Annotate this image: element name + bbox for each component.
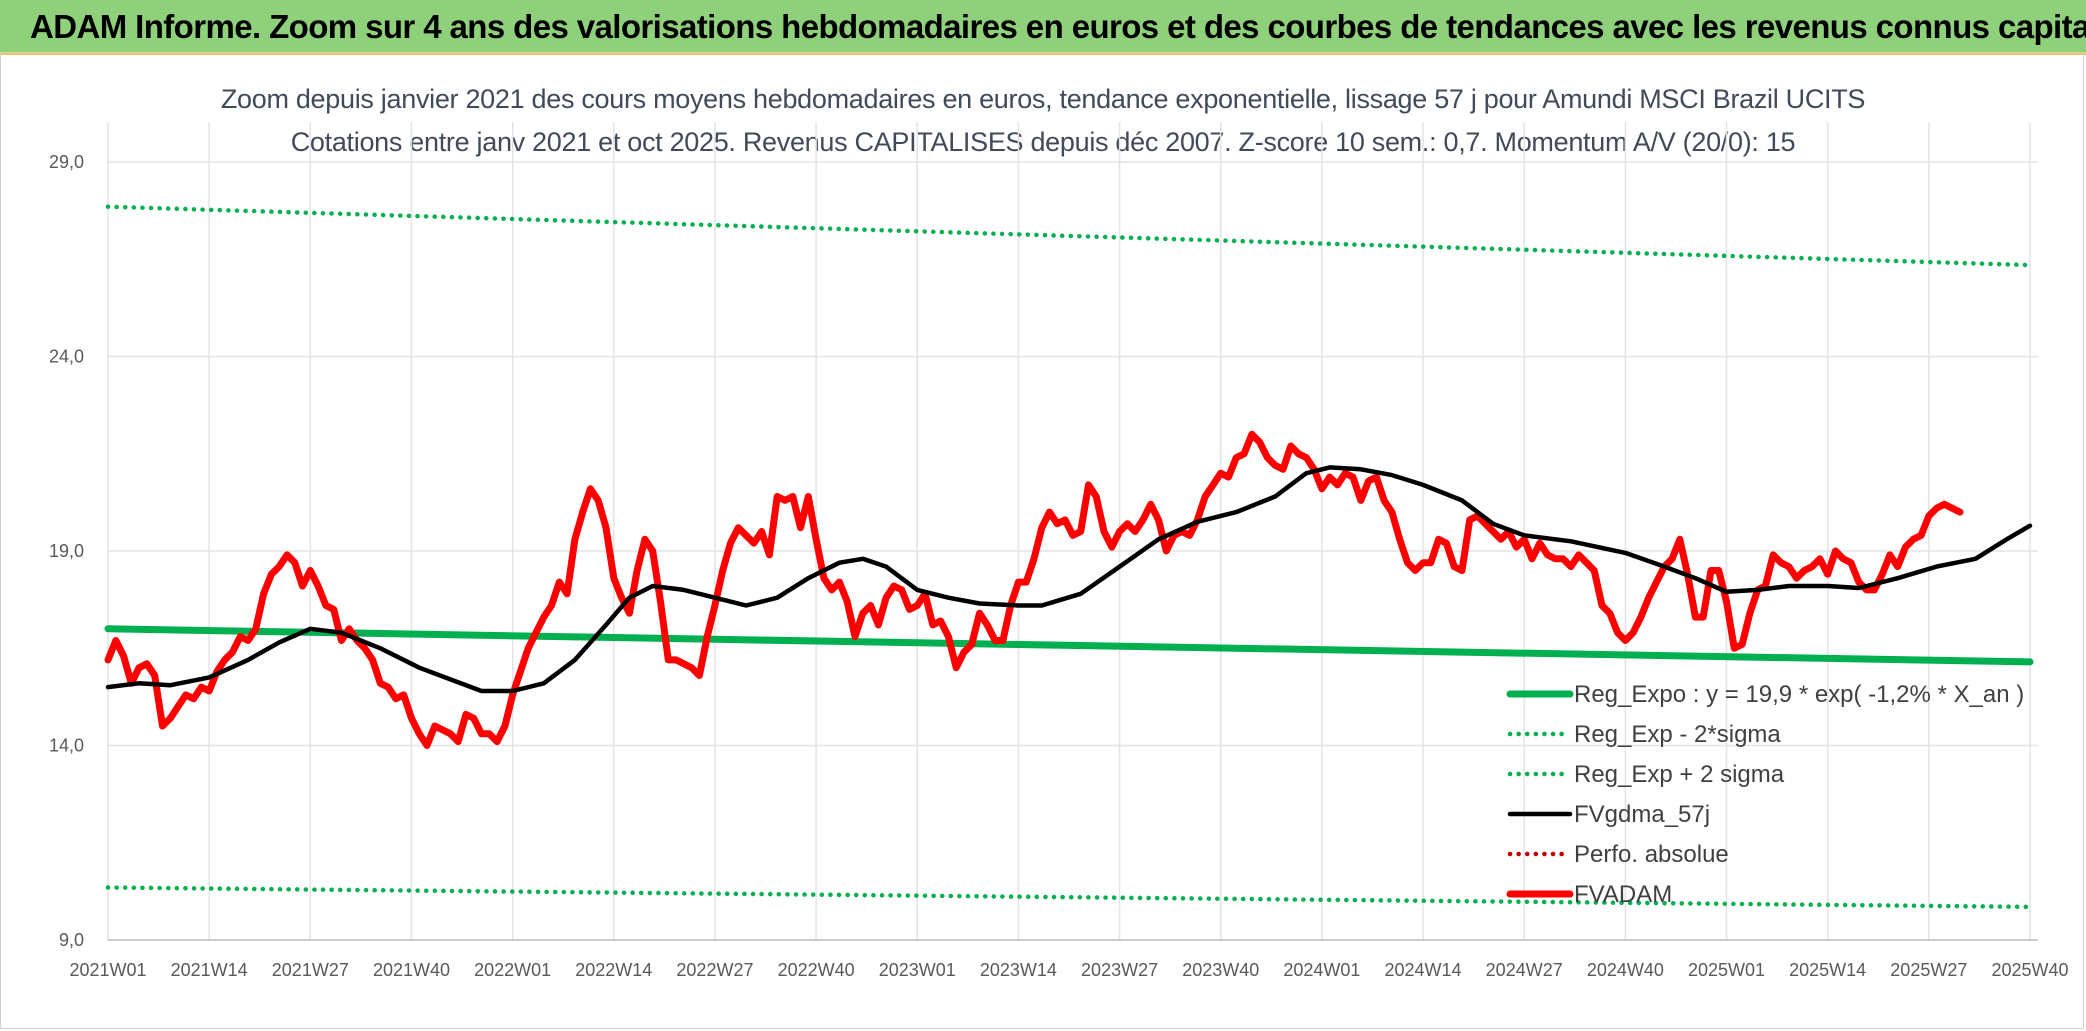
series-line-reg_plus xyxy=(105,204,2033,268)
x-tick-label: 2024W14 xyxy=(1385,960,1462,980)
chart-title: Zoom depuis janvier 2021 des cours moyen… xyxy=(220,84,1866,114)
x-tick-label: 2023W14 xyxy=(980,960,1057,980)
y-tick-label: 14,0 xyxy=(49,736,84,756)
legend-label-reg_expo: Reg_Expo : y = 19,9 * exp( -1,2% * X_an … xyxy=(1574,681,2024,708)
page-title: ADAM Informe. Zoom sur 4 ans des valoris… xyxy=(30,8,2086,45)
x-tick-label: 2021W40 xyxy=(373,960,450,980)
series-line-reg_minus xyxy=(105,885,2033,910)
legend-label-reg_plus: Reg_Exp + 2 sigma xyxy=(1574,761,1785,788)
x-tick-label: 2025W14 xyxy=(1789,960,1866,980)
x-tick-label: 2022W40 xyxy=(778,960,855,980)
x-tick-label: 2022W01 xyxy=(474,960,551,980)
x-tick-label: 2022W14 xyxy=(575,960,652,980)
y-tick-label: 9,0 xyxy=(59,930,84,950)
legend-label-fvgdma: FVgdma_57j xyxy=(1574,801,1710,828)
chart-frame xyxy=(0,52,2084,1029)
x-tick-label: 2024W40 xyxy=(1587,960,1664,980)
x-tick-label: 2025W01 xyxy=(1688,960,1765,980)
header-banner: ADAM Informe. Zoom sur 4 ans des valoris… xyxy=(0,0,2086,55)
x-tick-label: 2024W27 xyxy=(1486,960,1563,980)
legend-label-perfo: Perfo. absolue xyxy=(1574,841,1729,868)
x-tick-label: 2025W27 xyxy=(1890,960,1967,980)
x-tick-label: 2023W40 xyxy=(1182,960,1259,980)
series-line-fvgdma xyxy=(105,465,2033,694)
series-line-fvadam xyxy=(104,430,1964,749)
x-tick-label: 2022W27 xyxy=(676,960,753,980)
x-tick-label: 2021W27 xyxy=(272,960,349,980)
x-tick-label: 2021W01 xyxy=(69,960,146,980)
chart-subtitle: Cotations entre janv 2021 et oct 2025. R… xyxy=(290,127,1796,157)
y-tick-label: 24,0 xyxy=(49,347,84,367)
x-tick-label: 2021W14 xyxy=(171,960,248,980)
x-tick-label: 2023W01 xyxy=(879,960,956,980)
x-tick-label: 2025W40 xyxy=(1991,960,2068,980)
legend-label-reg_minus: Reg_Exp - 2*sigma xyxy=(1574,721,1781,748)
x-tick-label: 2024W01 xyxy=(1283,960,1360,980)
x-tick-label: 2023W27 xyxy=(1081,960,1158,980)
y-tick-label: 29,0 xyxy=(49,152,84,172)
y-tick-label: 19,0 xyxy=(49,541,84,561)
legend-label-fvadam: FVADAM xyxy=(1574,881,1672,908)
series-line-reg_expo xyxy=(104,625,2034,666)
